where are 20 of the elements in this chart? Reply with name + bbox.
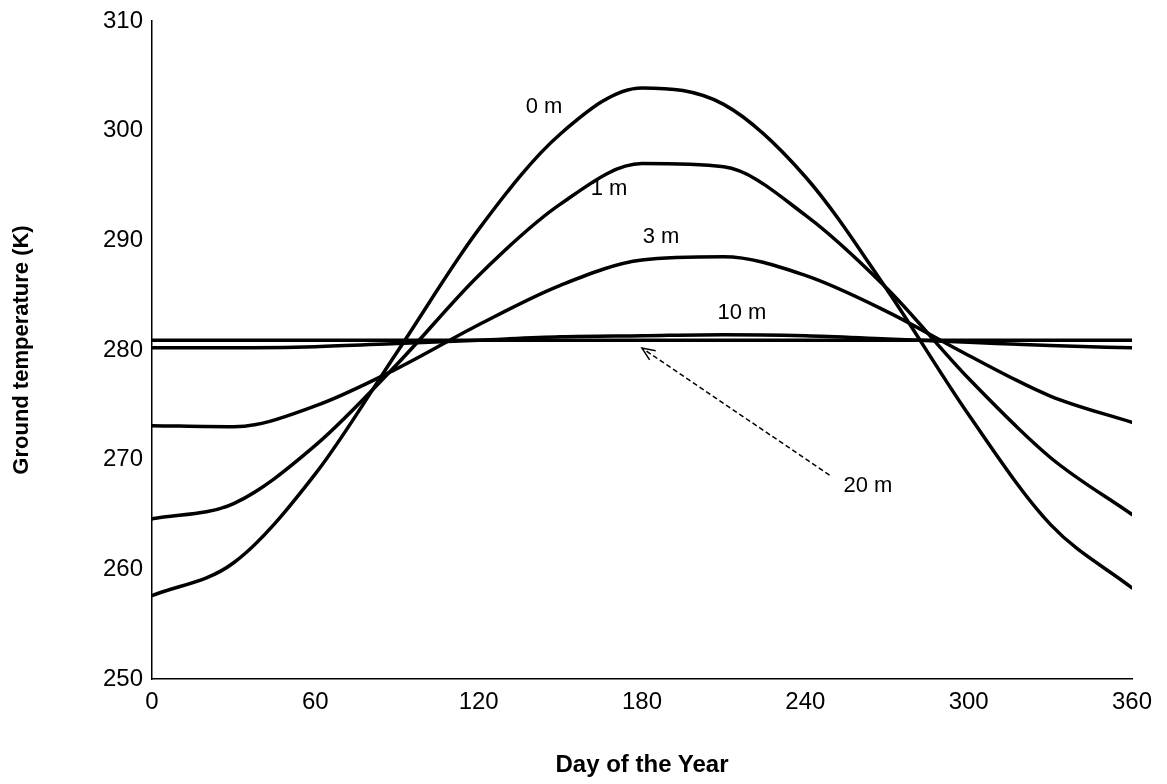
series-label: 3 m: [642, 223, 680, 249]
x-tick-label: 120: [458, 687, 499, 715]
y-tick-label: 310: [102, 5, 143, 33]
y-tick-label: 290: [102, 224, 143, 252]
y-tick-label: 250: [102, 663, 143, 691]
x-tick-label: 240: [785, 687, 826, 715]
text: 20 m: [843, 472, 893, 498]
y-tick-label: 260: [102, 553, 143, 581]
y-axis-title: Ground temperature (K): [8, 225, 34, 475]
x-axis-title: Day of the Year: [555, 750, 729, 778]
series-label: 10 m: [717, 298, 767, 324]
x-tick-label: 0: [145, 687, 159, 715]
series-label: 0 m: [525, 92, 563, 118]
x-tick-label: 300: [948, 687, 989, 715]
y-tick-label: 280: [102, 334, 143, 362]
x-tick-label: 360: [1111, 687, 1153, 715]
x-tick-label: 60: [301, 687, 329, 715]
y-tick-label: 270: [102, 444, 143, 472]
x-tick-label: 180: [621, 687, 663, 715]
y-tick-label: 300: [102, 115, 143, 143]
